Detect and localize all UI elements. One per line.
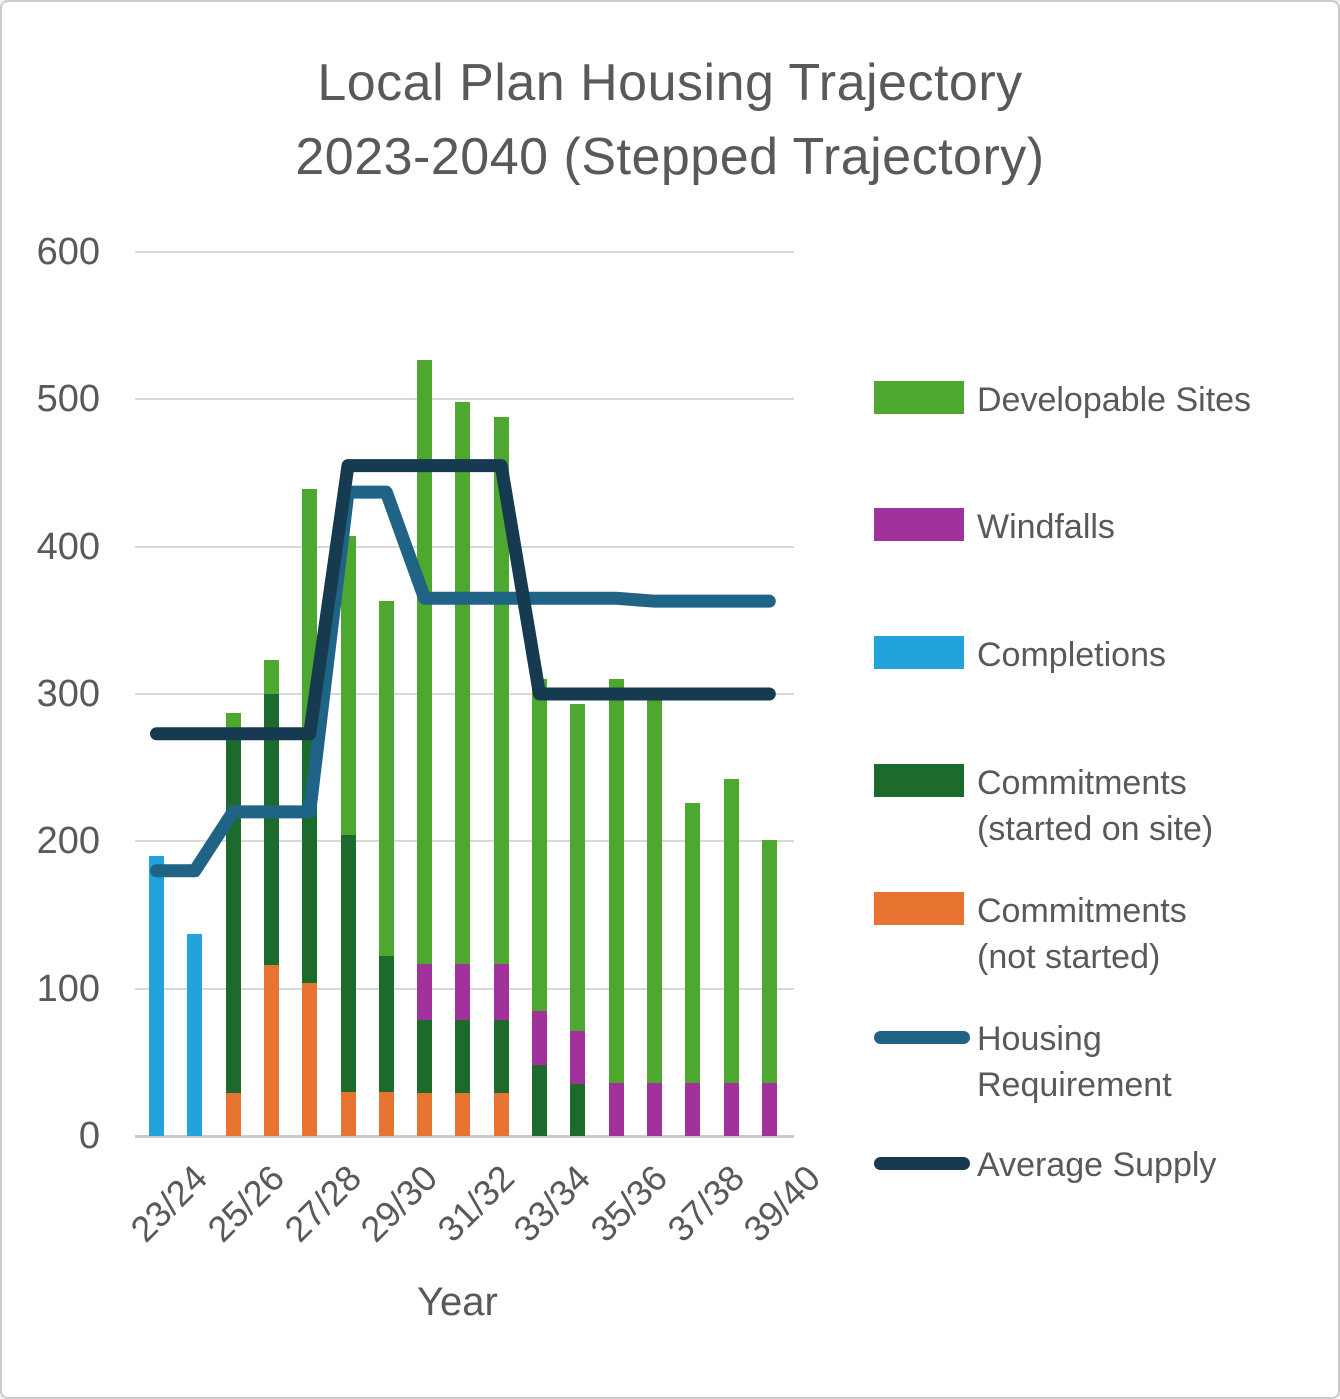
gridline-500 <box>135 398 794 401</box>
legend-swatch-housing-requirement-line <box>874 1031 970 1044</box>
bar-30-31-commitments-started-on-site <box>417 1019 433 1094</box>
legend-label-developable-sites: Developable Sites <box>977 381 1252 419</box>
legend-swatch-developable-sites <box>874 381 964 414</box>
bar-37-38-windfalls <box>685 1082 701 1136</box>
legend-label-completions: Completions <box>977 636 1166 674</box>
bar-31-32-windfalls <box>455 963 471 1020</box>
bar-23-24-completions <box>149 856 164 1136</box>
legend-label-commitments-not-started: Commitments (not started) <box>977 892 1187 976</box>
bar-24-25-completions <box>187 934 203 1136</box>
bar-35-36-windfalls <box>608 1082 624 1136</box>
bar-29-30-commitments-not-started <box>378 1091 394 1136</box>
bar-32-33-commitments-not-started <box>493 1093 509 1136</box>
legend-swatch-commitments-started <box>874 764 964 797</box>
y-axis-label-300: 300 <box>36 673 100 715</box>
y-axis-label-100: 100 <box>36 967 100 1010</box>
legend-label-average-supply: Average Supply <box>977 1146 1217 1184</box>
bar-28-29-commitments-not-started <box>340 1091 356 1136</box>
bar-25-26-commitments-not-started <box>225 1093 241 1136</box>
y-axis-label-0: 0 <box>78 1115 100 1157</box>
chart-title: Local Plan Housing Trajectory 2023-2040 … <box>2 46 1338 194</box>
bar-30-31-commitments-not-started <box>417 1093 433 1136</box>
bar-29-30-commitments-started-on-site <box>378 956 394 1092</box>
legend-label-commitments-started: Commitments (started on site) <box>977 764 1214 848</box>
bar-34-35-commitments-started-on-site <box>570 1084 586 1136</box>
chart-title-line2: 2023-2040 (Stepped Trajectory) <box>295 128 1045 186</box>
y-axis-label-400: 400 <box>36 525 100 568</box>
legend-swatch-windfalls <box>874 508 964 541</box>
chart-title-line1: Local Plan Housing Trajectory <box>317 54 1023 112</box>
bar-38-39-windfalls <box>723 1082 739 1136</box>
bar-33-34-commitments-started-on-site <box>532 1065 547 1136</box>
legend-label-windfalls: Windfalls <box>977 508 1115 546</box>
bar-39-40-developable-sites <box>761 839 777 1083</box>
y-axis-label-500: 500 <box>36 378 100 421</box>
x-axis-title: Year <box>417 1280 498 1324</box>
bar-32-33-commitments-started-on-site <box>493 1019 509 1094</box>
y-axis-label-200: 200 <box>36 820 100 863</box>
legend-swatch-average-supply-line <box>874 1157 970 1170</box>
bar-31-32-commitments-not-started <box>455 1093 471 1136</box>
bar-32-33-windfalls <box>493 963 509 1020</box>
legend-swatch-completions <box>874 636 964 669</box>
legend-swatch-commitments-not-started <box>874 892 964 925</box>
bar-33-34-windfalls <box>532 1010 547 1066</box>
gridline-0 <box>135 1135 794 1138</box>
bar-39-40-windfalls <box>761 1082 777 1136</box>
bar-27-28-commitments-not-started <box>302 982 318 1136</box>
legend-label-housing-requirement: Housing Requirement <box>977 1020 1172 1104</box>
bar-30-31-windfalls <box>417 963 433 1020</box>
bar-31-32-commitments-started-on-site <box>455 1019 471 1094</box>
bar-36-37-windfalls <box>646 1082 662 1136</box>
bar-28-29-commitments-started-on-site <box>340 835 356 1092</box>
bar-34-35-windfalls <box>570 1031 586 1085</box>
bar-26-27-commitments-not-started <box>263 965 279 1136</box>
y-axis-label-600: 600 <box>36 231 100 273</box>
gridline-600 <box>135 251 794 253</box>
